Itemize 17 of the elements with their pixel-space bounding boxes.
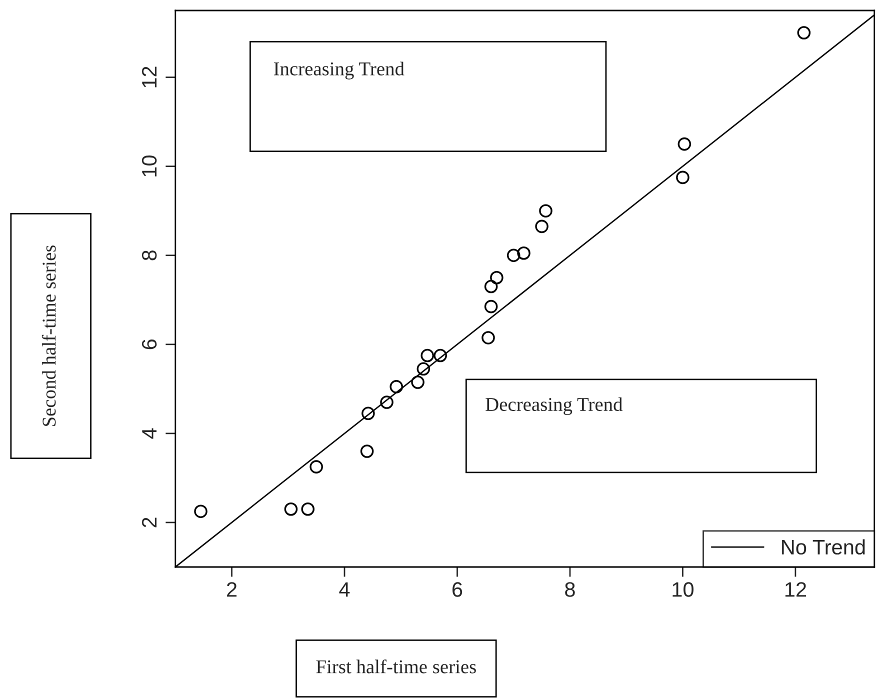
y-tick-label: 4 (142, 428, 156, 439)
y-tick-label: 10 (142, 156, 157, 176)
x-tick-label: 10 (672, 582, 694, 597)
x-axis-title: First half-time series (316, 659, 476, 674)
x-tick-label: 8 (565, 582, 575, 597)
annotation: Decreasing Trend (486, 397, 623, 416)
x-tick-label: 2 (227, 582, 237, 597)
x-tick-label: 6 (452, 582, 462, 597)
y-tick-label: 8 (142, 250, 157, 260)
y-axis-title: Second half-time series (42, 245, 56, 426)
x-tick-label: 12 (785, 582, 806, 597)
y-tick-label: 12 (142, 66, 156, 88)
annotation: Increasing Trend (274, 62, 404, 80)
y-tick-label: 6 (142, 340, 157, 350)
legend-label: No Trend (782, 539, 865, 555)
y-tick-label: 2 (142, 518, 156, 528)
x-tick-label: 4 (339, 582, 350, 597)
